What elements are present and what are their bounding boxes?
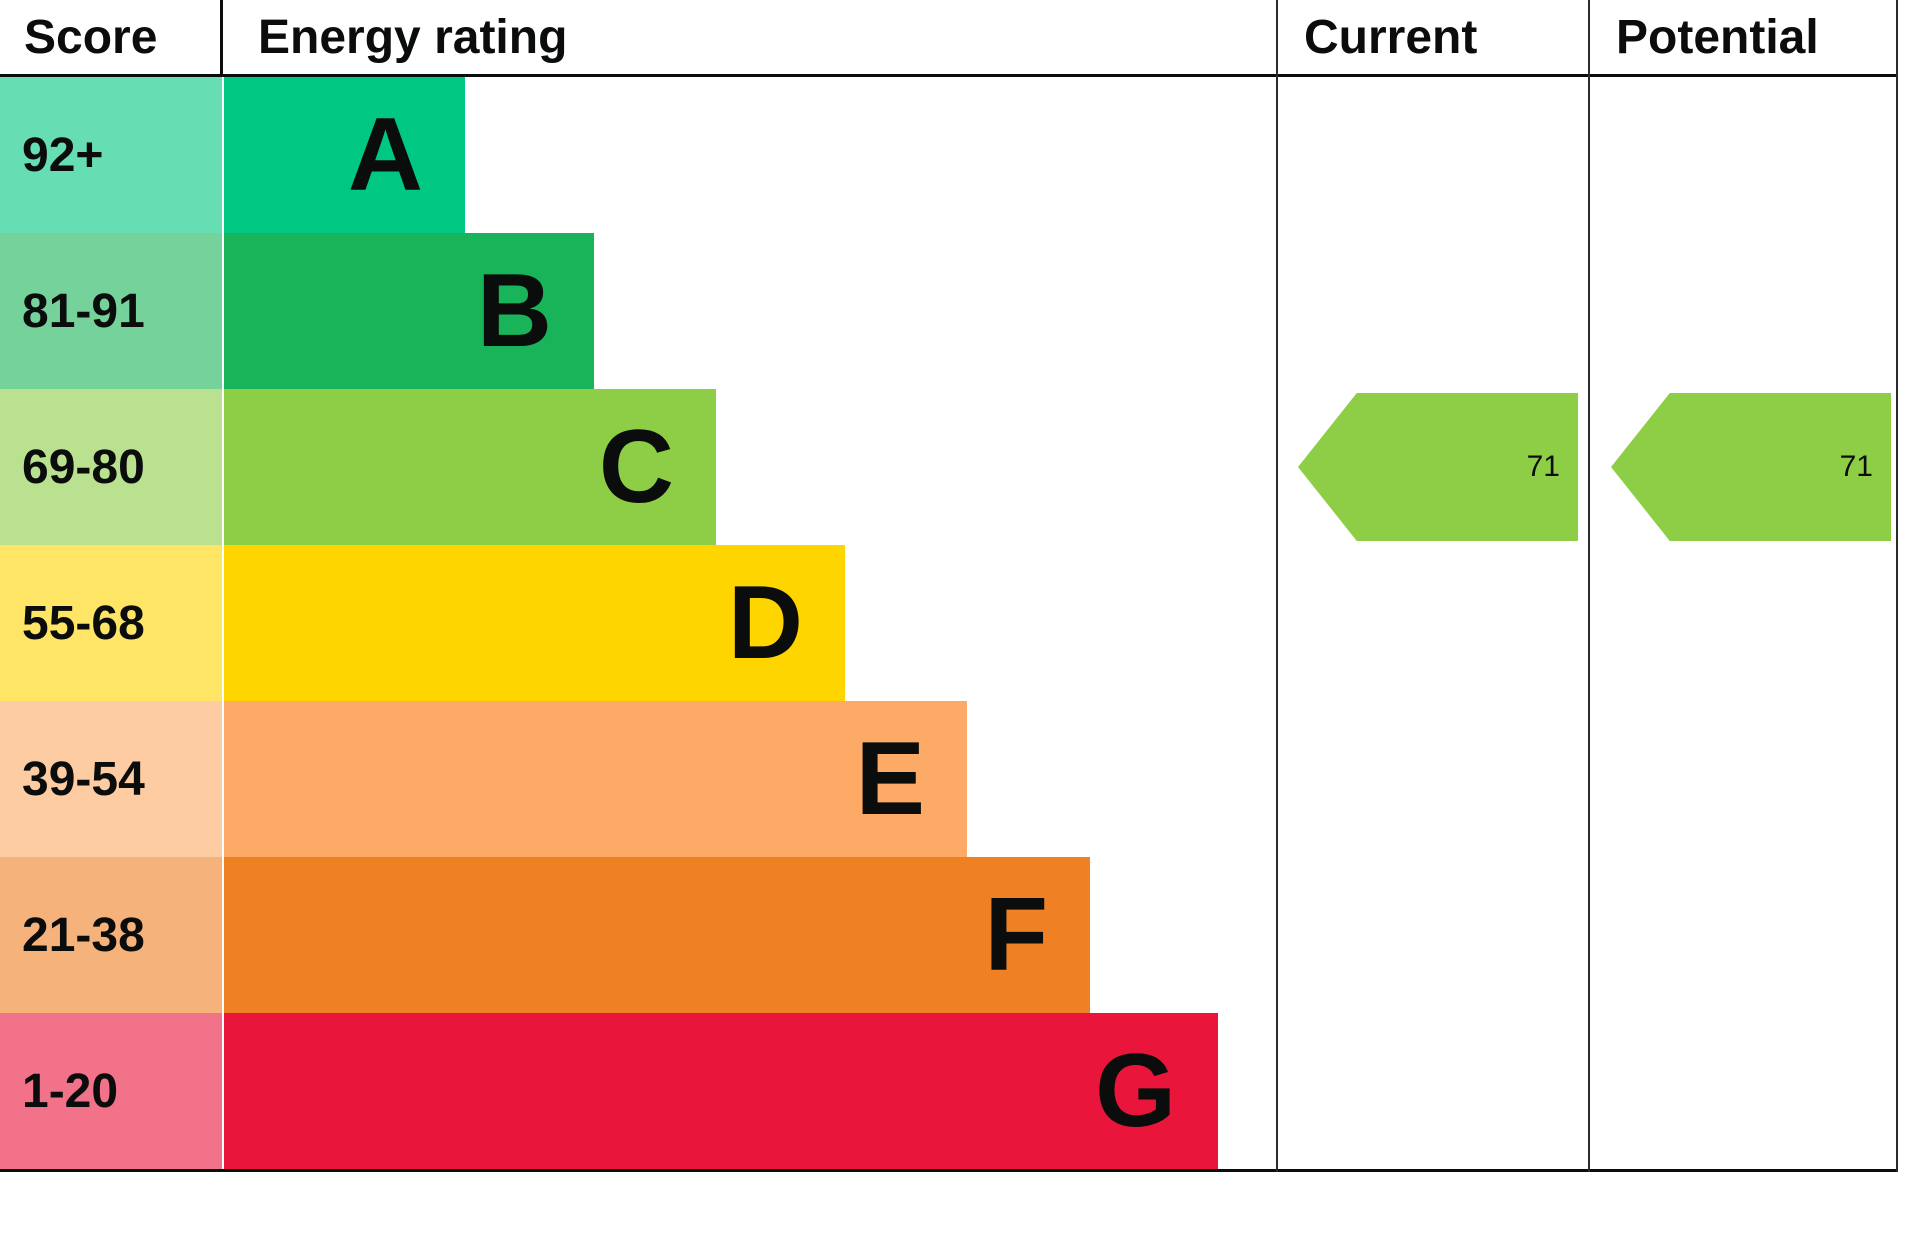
potential-header: Potential: [1616, 10, 1819, 64]
right-edge-line: [1896, 0, 1898, 1172]
rating-bar-f: F: [224, 857, 1090, 1013]
score-range-f: 21-38: [0, 857, 222, 1013]
score-range-g: 1-20: [0, 1013, 222, 1169]
rating-letter-c: C: [598, 409, 674, 525]
band-row-g: 1-20 G: [0, 1013, 1218, 1169]
score-header-divider: [220, 0, 223, 74]
band-row-a: 92+ A: [0, 77, 1218, 233]
current-rating-value: 71: [1526, 450, 1560, 483]
rating-bar-e: E: [224, 701, 967, 857]
rating-letter-a: A: [347, 97, 423, 213]
band-row-c: 69-80 C: [0, 389, 1218, 545]
band-row-b: 81-91 B: [0, 233, 1218, 389]
current-header: Current: [1304, 10, 1478, 64]
rating-letter-e: E: [855, 721, 925, 837]
score-range-d: 55-68: [0, 545, 222, 701]
chart-bottom-line: [0, 1169, 1898, 1172]
potential-rating-value: 71: [1839, 450, 1873, 483]
score-range-e: 39-54: [0, 701, 222, 857]
band-row-e: 39-54 E: [0, 701, 1218, 857]
score-range-b: 81-91: [0, 233, 222, 389]
energy-rating-header: Energy rating: [258, 10, 568, 64]
score-range-c: 69-80: [0, 389, 222, 545]
rating-bar-b: B: [224, 233, 594, 389]
rating-bar-c: C: [224, 389, 716, 545]
score-range-a: 92+: [0, 77, 222, 233]
rating-bar-d: D: [224, 545, 845, 701]
band-row-f: 21-38 F: [0, 857, 1218, 1013]
band-row-d: 55-68 D: [0, 545, 1218, 701]
rating-bar-a: A: [224, 77, 465, 233]
rating-letter-b: B: [476, 253, 552, 369]
header-underline: [0, 74, 1898, 77]
rating-letter-f: F: [984, 877, 1048, 993]
rating-letter-g: G: [1095, 1033, 1176, 1149]
rating-bar-g: G: [224, 1013, 1218, 1169]
score-header: Score: [24, 10, 158, 64]
current-rating-arrow: 71: [1298, 393, 1578, 541]
rating-letter-d: D: [727, 565, 803, 681]
potential-column-divider: [1588, 0, 1590, 1172]
potential-rating-arrow: 71: [1611, 393, 1891, 541]
current-column-divider: [1276, 0, 1278, 1172]
rating-bands: 92+ A 81-91 B 69-80 C 55-68 D 39-54 E 21-38 F 1-20 G: [0, 77, 1218, 1169]
